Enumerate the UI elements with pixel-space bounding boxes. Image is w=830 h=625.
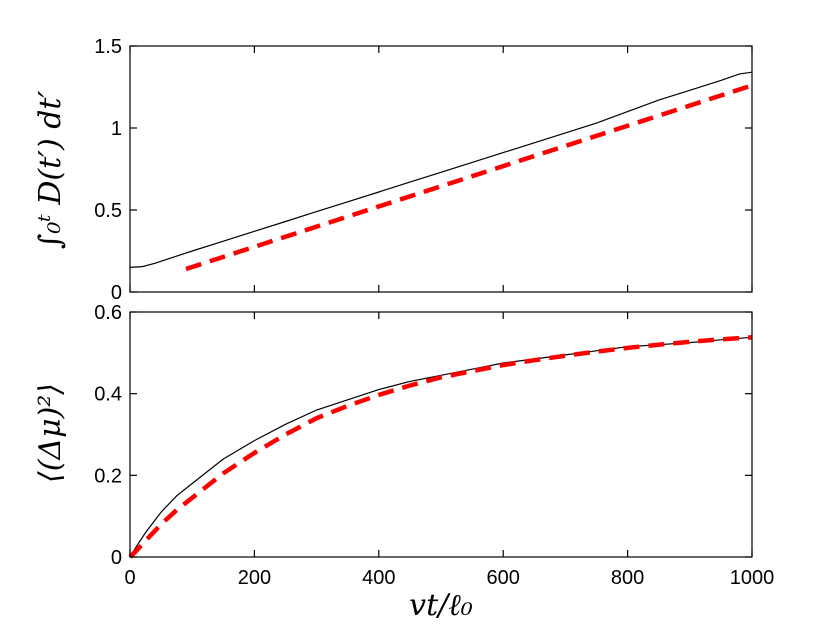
bottom-plot-frame — [129, 311, 753, 558]
top-panel: 0 0.5 1 1.5 — [94, 36, 753, 304]
bottom-x-tick-label: 1000 — [730, 567, 775, 589]
top-y-tick-label: 1.5 — [94, 36, 122, 58]
bottom-y-tick-label: 0.6 — [94, 302, 122, 324]
top-y-tick-label: 0 — [111, 282, 122, 304]
bottom-x-tick-label: 800 — [611, 567, 644, 589]
bottom-x-tick-label: 400 — [362, 567, 395, 589]
bottom-x-tick-label: 0 — [124, 567, 135, 589]
top-plot-frame — [129, 45, 753, 293]
bottom-y-tick-label: 0.2 — [94, 465, 122, 487]
bottom-y-axis-label: ⟨(Δμ)²⟩ — [33, 383, 68, 483]
top-y-tick-label: 0.5 — [94, 200, 122, 222]
bottom-x-tick-label: 600 — [487, 567, 520, 589]
bottom-fit-series-line — [128, 335, 753, 559]
top-y-axis-label: ∫₀ᵗ D(t′) dt′ — [33, 91, 68, 250]
top-fit-series-line — [185, 83, 753, 272]
x-axis-label: vt/ℓ₀ — [409, 588, 473, 623]
top-simulation-series-line — [129, 71, 753, 268]
bottom-y-tick-label: 0.4 — [94, 384, 122, 406]
bottom-panel: 0 200 400 600 800 1000 0 0.2 0.4 0.6 — [94, 302, 774, 589]
bottom-y-tick-label: 0 — [111, 547, 122, 569]
bottom-x-tick-label: 200 — [238, 567, 271, 589]
bottom-simulation-series-line — [129, 336, 753, 558]
top-y-tick-label: 1 — [111, 118, 122, 140]
